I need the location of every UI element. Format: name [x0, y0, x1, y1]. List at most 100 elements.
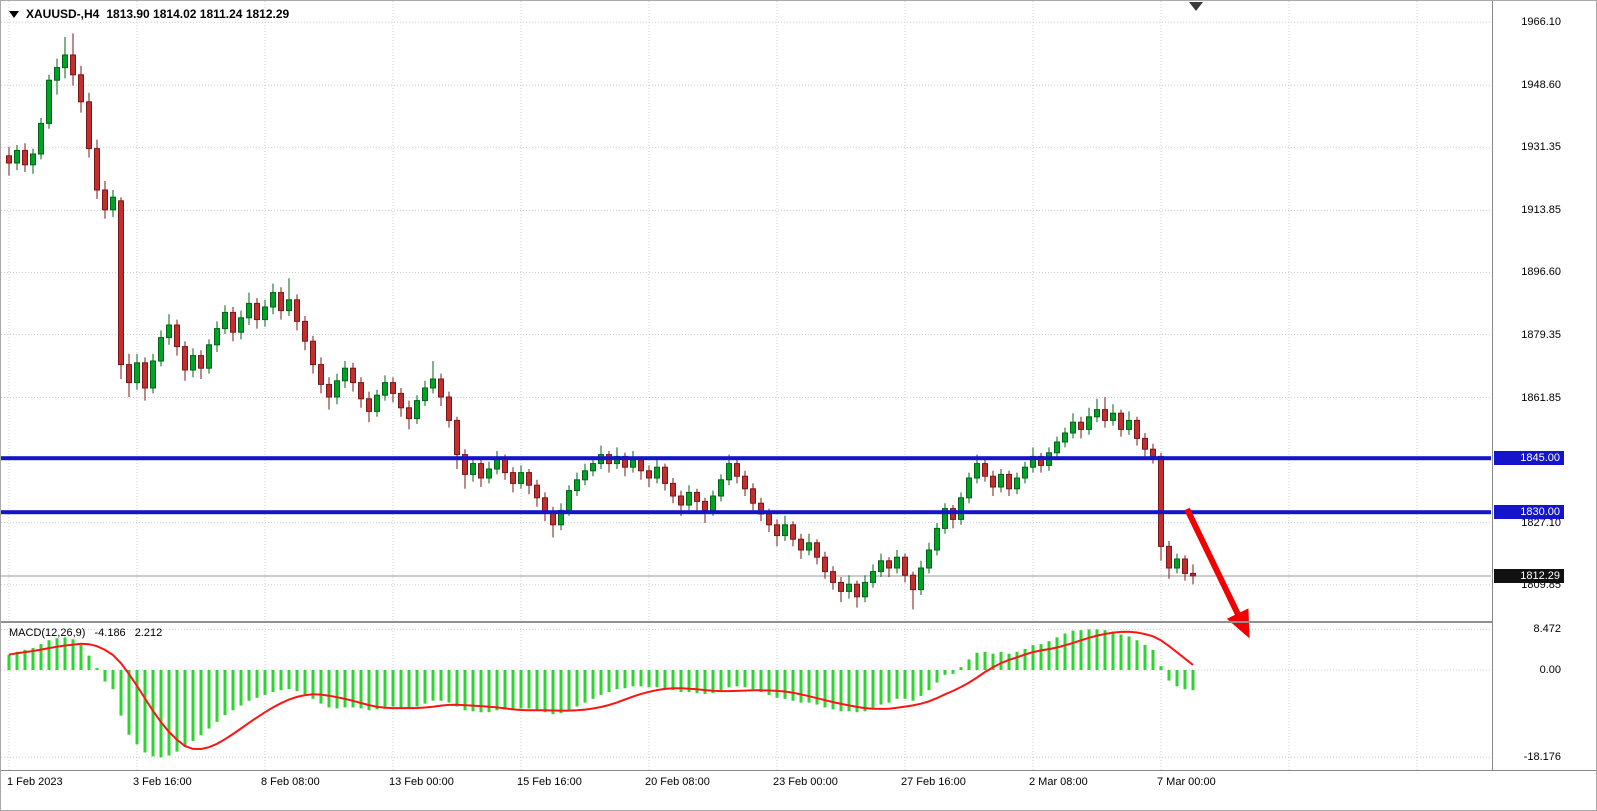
candle-body	[414, 400, 420, 420]
candle-body	[478, 463, 484, 479]
symbol-dropdown-icon[interactable]	[9, 10, 19, 18]
candle-body	[270, 292, 276, 308]
time-tick-label: 20 Feb 08:00	[645, 776, 710, 788]
candle-body	[934, 527, 940, 551]
panel-separator[interactable]	[1, 621, 1596, 623]
candle-body	[798, 538, 804, 551]
candle-body	[694, 491, 700, 502]
candle-body	[574, 479, 580, 492]
symbol-info: XAUUSD-,H4 1813.90 1814.02 1811.24 1812.…	[9, 7, 289, 21]
candle-body	[926, 549, 932, 569]
candle-body	[790, 524, 796, 540]
symbol-label: XAUUSD-,H4	[26, 7, 100, 21]
candle-body	[310, 340, 316, 366]
candle-body	[1190, 572, 1196, 577]
candle-body	[142, 362, 148, 389]
candle-body	[742, 475, 748, 490]
chart-shift-marker[interactable]	[1189, 2, 1203, 11]
candle-body	[70, 54, 76, 76]
horizontal-level-line-1830.00[interactable]	[1, 510, 1491, 515]
time-tick-label: 15 Feb 16:00	[517, 776, 582, 788]
candle-body	[1118, 412, 1124, 430]
candle-body	[918, 567, 924, 591]
candle-body	[1166, 545, 1172, 569]
time-tick-label: 7 Mar 00:00	[1157, 776, 1216, 788]
candle-body	[326, 383, 332, 398]
candle-body	[342, 367, 348, 382]
price-tick-label: 1827.10	[1521, 516, 1561, 529]
price-tick-label: 1913.85	[1521, 204, 1561, 217]
time-axis[interactable]: 1 Feb 2023 3 Feb 16:00 8 Feb 08:00 13 Feb 0…	[1, 770, 1596, 810]
annotation-arrow[interactable]	[1184, 507, 1250, 639]
candle-body	[334, 380, 340, 398]
macd-indicator-label: MACD(12,26,9) -4.186 2.212	[9, 627, 168, 639]
time-tick-label: 1 Feb 2023	[7, 776, 63, 788]
candle-body	[814, 542, 820, 558]
candle-body	[230, 311, 236, 333]
candle-body	[182, 346, 188, 371]
candle-body	[222, 311, 228, 330]
candle-body	[262, 306, 268, 321]
candle-body	[678, 495, 684, 506]
candle-body	[774, 524, 780, 537]
candle-body	[1134, 419, 1140, 439]
candle-body	[1174, 558, 1180, 569]
candle-body	[1182, 558, 1188, 574]
candle-body	[1078, 421, 1084, 430]
candle-body	[382, 382, 388, 396]
candle-body	[446, 396, 452, 421]
candle-body	[542, 497, 548, 513]
time-tick-label: 8 Feb 08:00	[261, 776, 320, 788]
candle-body	[94, 148, 100, 191]
macd-signal-value: 2.212	[134, 627, 163, 639]
candle-body	[1110, 412, 1116, 421]
candle-body	[118, 200, 124, 366]
current-price-badge: 1812.29	[1494, 568, 1564, 583]
macd-tick-label: 8.472	[1533, 623, 1561, 636]
candle-body	[102, 189, 108, 211]
candle-body	[278, 292, 284, 312]
candle-body	[30, 153, 36, 166]
macd-tick-label: -18.176	[1523, 751, 1561, 764]
candle-body	[6, 155, 12, 164]
candle-body	[662, 466, 668, 484]
grid	[1, 1, 1491, 770]
candle-body	[406, 407, 412, 420]
candle-body	[302, 320, 308, 342]
candle-body	[630, 459, 636, 468]
candle-body	[830, 571, 836, 583]
candle-body	[150, 360, 156, 389]
candle-body	[646, 470, 652, 479]
candle-body	[638, 459, 644, 472]
candle-body	[46, 79, 52, 124]
price-tick-label: 1931.35	[1521, 141, 1561, 154]
candle-body	[238, 317, 244, 333]
candle-body	[846, 583, 852, 592]
candle-body	[294, 299, 300, 322]
price-axis[interactable]: 1966.10 1948.60 1931.35 1913.85 1896.60 1879.…	[1492, 1, 1596, 770]
horizontal-level-line-1845.00[interactable]	[1, 456, 1491, 461]
candle-body	[166, 324, 172, 339]
candle-body	[518, 472, 524, 484]
symbol-ohlc-values: 1813.90 1814.02 1811.24 1812.29	[106, 7, 290, 21]
candle-body	[214, 328, 220, 346]
candle-body	[430, 378, 436, 389]
macd-name: MACD(12,26,9)	[9, 627, 86, 639]
candle-body	[366, 398, 372, 412]
candle-body	[206, 344, 212, 369]
time-tick-label: 2 Mar 08:00	[1029, 776, 1088, 788]
candle-body	[86, 101, 92, 150]
candle-body	[782, 524, 788, 537]
candle-body	[566, 490, 572, 511]
candle-body	[766, 513, 772, 526]
candle-body	[502, 457, 508, 474]
candle-body	[806, 542, 812, 551]
candle-body	[1054, 441, 1060, 454]
candle-body	[486, 468, 492, 479]
level-price-badge: 1830.00	[1494, 505, 1564, 520]
price-tick-label: 1879.35	[1521, 328, 1561, 341]
candle-body	[510, 472, 516, 484]
candle-body	[454, 419, 460, 456]
